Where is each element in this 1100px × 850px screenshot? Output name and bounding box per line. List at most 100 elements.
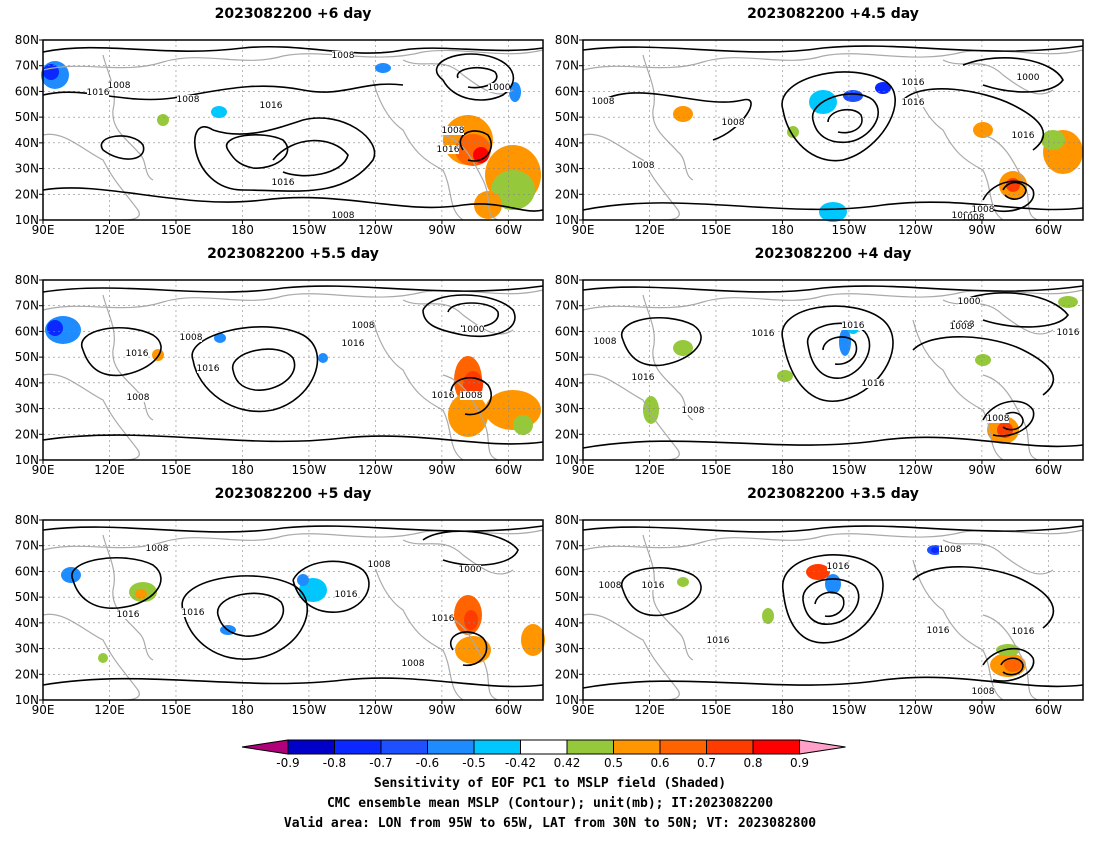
contour-label: 1008 — [332, 51, 355, 61]
map-panel-p3: 1016 1008 1016 1008 1016 1000 1008 1016 1008 10N 2… — [15, 273, 544, 477]
lon-tick-label: 120E — [634, 223, 665, 237]
isobar-contour — [781, 71, 896, 162]
shaded-region — [673, 340, 693, 356]
panel-title-p6: 2023082200 +3.5 day — [747, 486, 919, 502]
contour-label: 1008 — [592, 97, 615, 107]
isobar-contour — [982, 180, 1035, 212]
shaded-region — [839, 328, 851, 356]
shaded-region — [375, 63, 391, 73]
colorbar-tick-label: 0.6 — [650, 756, 669, 770]
coastline — [982, 614, 1039, 701]
shaded-region — [61, 567, 81, 583]
lon-tick-label: 120W — [898, 703, 933, 717]
lon-tick-label: 180 — [771, 463, 794, 477]
coastline — [582, 373, 680, 461]
isobar-contour — [422, 294, 516, 338]
lat-tick-label: 60N — [555, 564, 579, 578]
contour-label: 1016 — [126, 349, 149, 359]
lat-tick-label: 10N — [15, 693, 39, 707]
coastline — [42, 373, 140, 461]
isobar-contour — [100, 135, 145, 160]
footer-line-1: Sensitivity of EOF PC1 to MSLP field (Sh… — [373, 776, 727, 791]
lon-tick-label: 90W — [968, 223, 995, 237]
lon-tick-label: 90E — [572, 463, 595, 477]
lat-tick-label: 50N — [15, 350, 39, 364]
isobar-contour — [802, 578, 860, 625]
colorbar-segment — [613, 739, 661, 755]
shaded-region — [875, 82, 891, 94]
shaded-region — [787, 126, 799, 138]
isobar-contour — [822, 336, 858, 365]
shaded-region — [1004, 658, 1022, 672]
coastline — [402, 539, 514, 575]
map-panel-p5: 1008 1016 1016 1008 1016 1000 1016 1008 10N 20N 30… — [15, 513, 545, 717]
colorbar-segment — [334, 739, 382, 755]
contour-label: 1008 — [368, 560, 391, 570]
isobar-contour — [1000, 657, 1024, 676]
lon-tick-label: 90E — [32, 703, 55, 717]
isobar-contour — [1000, 411, 1024, 431]
contour-label: 1016 — [197, 364, 220, 374]
lon-tick-label: 120E — [94, 703, 125, 717]
contour-label: 1008 — [972, 205, 995, 215]
lat-tick-label: 70N — [555, 299, 579, 313]
shaded-region — [473, 147, 489, 163]
coastline — [42, 613, 140, 701]
lat-tick-label: 60N — [555, 324, 579, 338]
lon-tick-label: 90E — [32, 223, 55, 237]
contour-label: 1016 — [902, 78, 925, 88]
lon-tick-label: 150E — [701, 703, 732, 717]
contour-label: 1016 — [117, 610, 140, 620]
lat-tick-label: 80N — [15, 513, 39, 527]
shaded-region — [931, 547, 939, 553]
contour-label: 1016 — [437, 145, 460, 155]
contour-label: 1016 — [707, 636, 730, 646]
isobar-contour — [71, 557, 162, 609]
contour-label: 1000 — [958, 297, 981, 307]
coastline — [442, 614, 499, 701]
panel-title-p4: 2023082200 +4 day — [754, 246, 912, 262]
lon-tick-label: 120E — [94, 463, 125, 477]
shaded-region — [777, 370, 793, 382]
isobar-contour — [582, 201, 1084, 211]
contour-label: 1008 — [950, 322, 973, 332]
contour-label: 1008 — [442, 126, 465, 136]
shaded-region — [47, 320, 63, 336]
coastline — [442, 134, 499, 221]
shaded-region — [135, 589, 147, 599]
contour-label: 1008 — [177, 95, 200, 105]
isobar-contour — [450, 376, 492, 416]
lon-tick-label: 90W — [428, 463, 455, 477]
lon-tick-label: 150W — [832, 223, 867, 237]
coastline — [642, 534, 694, 661]
contour-label: 1008 — [987, 414, 1010, 424]
colorbar-tick-label: 0.9 — [790, 756, 809, 770]
lon-tick-label: 150E — [161, 223, 192, 237]
lat-tick-label: 20N — [15, 187, 39, 201]
contour-label: 1008 — [146, 544, 169, 554]
shaded-region — [509, 82, 521, 102]
lat-tick-label: 70N — [555, 539, 579, 553]
colorbar-segment — [659, 739, 707, 755]
lat-tick-label: 60N — [15, 84, 39, 98]
shaded-region — [98, 653, 108, 663]
map-panel-p6: 1008 1016 1016 1016 1008 1016 1016 1008 10N 20N 30… — [555, 513, 1084, 717]
isobar-contour — [982, 647, 1035, 682]
lat-tick-label: 40N — [15, 376, 39, 390]
lon-tick-label: 120W — [898, 463, 933, 477]
lat-tick-label: 40N — [555, 616, 579, 630]
colorbar-segment — [380, 739, 428, 755]
colorbar-tick-label: 0.7 — [697, 756, 716, 770]
lat-tick-label: 80N — [555, 33, 579, 47]
lat-tick-label: 20N — [555, 667, 579, 681]
shaded-region — [825, 574, 841, 594]
colorbar-tick-label: 0.8 — [743, 756, 762, 770]
lat-tick-label: 60N — [555, 84, 579, 98]
isobar-contour — [620, 317, 702, 367]
isobar-contour — [191, 326, 319, 413]
contour-label: 1016 — [827, 562, 850, 572]
map-panel-p4: 1008 1016 1016 1008 1008 1016 1000 1008 1016 1016… — [555, 273, 1084, 477]
shaded-region — [318, 353, 328, 363]
coastline — [942, 59, 1054, 95]
contour-label: 1008 — [722, 118, 745, 128]
